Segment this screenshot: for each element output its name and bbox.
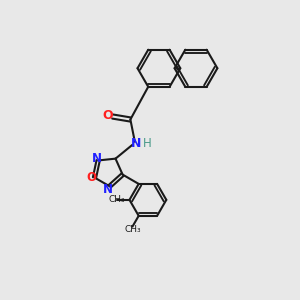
Text: N: N: [92, 152, 102, 165]
Text: CH₃: CH₃: [124, 225, 141, 234]
Text: O: O: [86, 171, 96, 184]
Text: H: H: [143, 137, 152, 150]
Text: N: N: [103, 183, 113, 196]
Text: O: O: [102, 109, 112, 122]
Text: CH₃: CH₃: [109, 195, 125, 204]
Text: N: N: [131, 137, 142, 150]
